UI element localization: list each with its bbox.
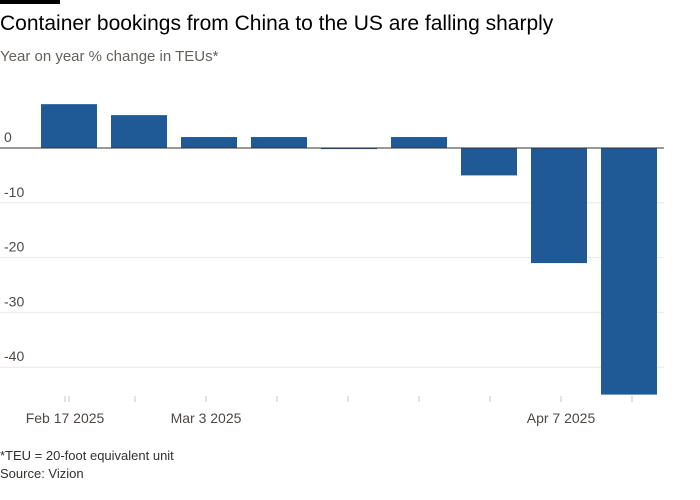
bar-5 (321, 148, 377, 150)
axes: 0 -10 -20 -30 -40 Feb 17 2025 Mar 3 2025 Apr 7 … (0, 129, 664, 426)
y-tick-label: -20 (4, 239, 24, 255)
chart-title: Container bookings from China to the US … (0, 12, 554, 35)
bar-3 (181, 137, 237, 148)
y-tick-label: -30 (4, 293, 24, 309)
bar-2 (111, 115, 167, 148)
bar-chart: 0 -10 -20 -30 -40 Feb 17 2025 Mar 3 2025 Apr 7 … (0, 104, 664, 426)
bar-6 (391, 137, 447, 148)
bar-7 (461, 148, 517, 176)
footnote: *TEU = 20-foot equivalent unit (0, 448, 174, 463)
chart-subtitle: Year on year % change in TEUs* (0, 48, 219, 65)
top-rule (0, 0, 60, 4)
bar-4 (251, 137, 307, 148)
x-tick-label: Feb 17 2025 (26, 410, 105, 426)
source-note: Source: Vizion (0, 466, 84, 481)
y-tick-label: -10 (4, 184, 24, 200)
y-tick-label: 0 (4, 129, 12, 145)
y-tick-label: -40 (4, 348, 24, 364)
bar-1 (41, 104, 97, 148)
bars (41, 104, 657, 395)
x-tick-label: Apr 7 2025 (527, 410, 596, 426)
bar-8 (531, 148, 587, 264)
bar-9 (601, 148, 657, 395)
x-tick-label: Mar 3 2025 (171, 410, 242, 426)
